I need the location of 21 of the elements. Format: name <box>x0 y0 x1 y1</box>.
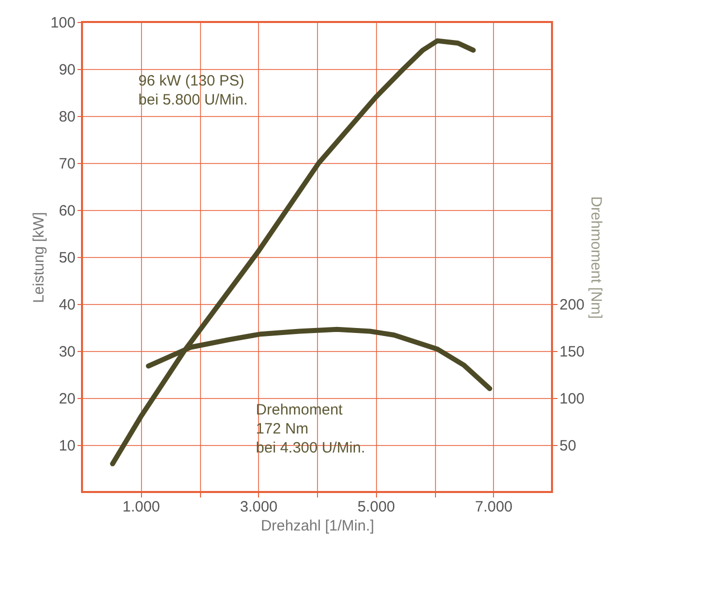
y-tick-label: 20 <box>58 390 76 408</box>
y-tick-label: 100 <box>50 14 76 32</box>
y-tick-label: 80 <box>58 108 76 126</box>
y-tick-label: 30 <box>58 344 76 360</box>
y2-tick-label: 150 <box>560 344 585 360</box>
y-tick-label: 40 <box>58 296 76 314</box>
y-tick-label: 50 <box>58 250 76 266</box>
y2-tick-label: 50 <box>560 438 576 454</box>
y-tick-label: 90 <box>58 62 76 78</box>
x-tick-label: 1.000 <box>122 498 160 516</box>
y2-tick-label: 200 <box>560 296 585 314</box>
y-tick-label: 70 <box>58 156 76 172</box>
y-tick-label: 60 <box>58 202 76 220</box>
x-tick-label: 7.000 <box>474 498 513 516</box>
y2-axis-title: Drehmoment [Nm] <box>588 196 605 319</box>
x-tick-label: 3.000 <box>240 498 278 516</box>
x-axis-title: Drehzahl [1/Min.] <box>260 518 374 534</box>
y2-tick-label: 100 <box>560 390 585 408</box>
x-tick-label: 5.000 <box>357 498 396 516</box>
y-axis-title: Leistung [kW] <box>30 212 48 303</box>
y-tick-label: 10 <box>58 438 76 454</box>
